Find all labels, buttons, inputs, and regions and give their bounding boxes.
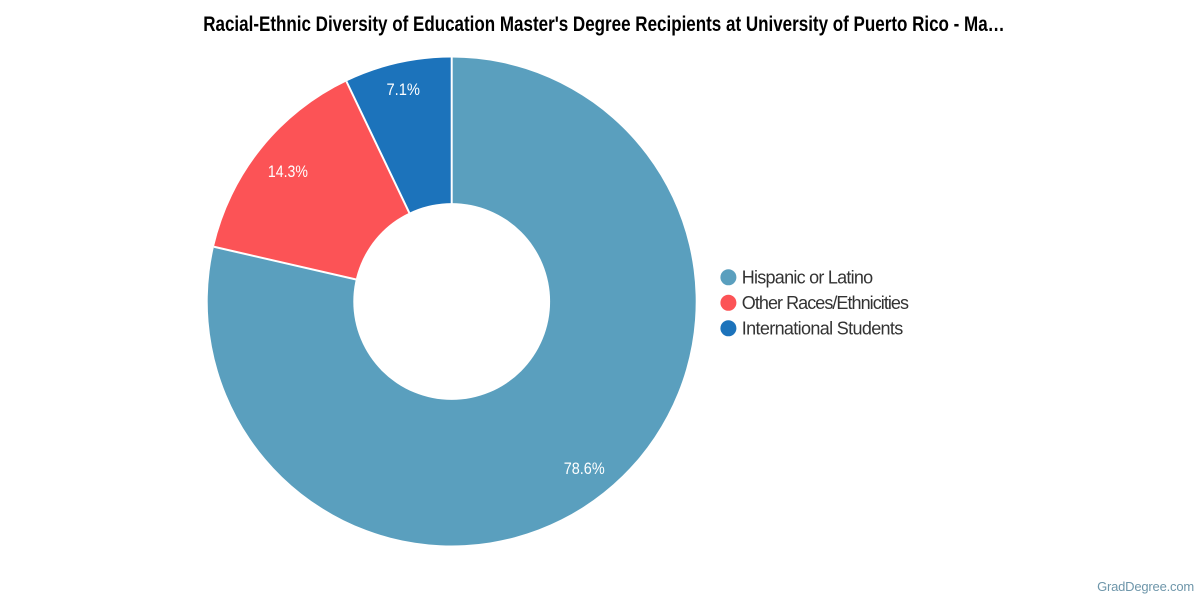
svg-text:Hispanic or Latino: Hispanic or Latino	[742, 267, 873, 287]
svg-text:7.1%: 7.1%	[386, 81, 419, 99]
svg-text:78.6%: 78.6%	[564, 460, 605, 478]
svg-text:Other Races/Ethnicities: Other Races/Ethnicities	[742, 293, 909, 313]
svg-text:International Students: International Students	[742, 318, 903, 338]
svg-text:14.3%: 14.3%	[268, 163, 308, 181]
